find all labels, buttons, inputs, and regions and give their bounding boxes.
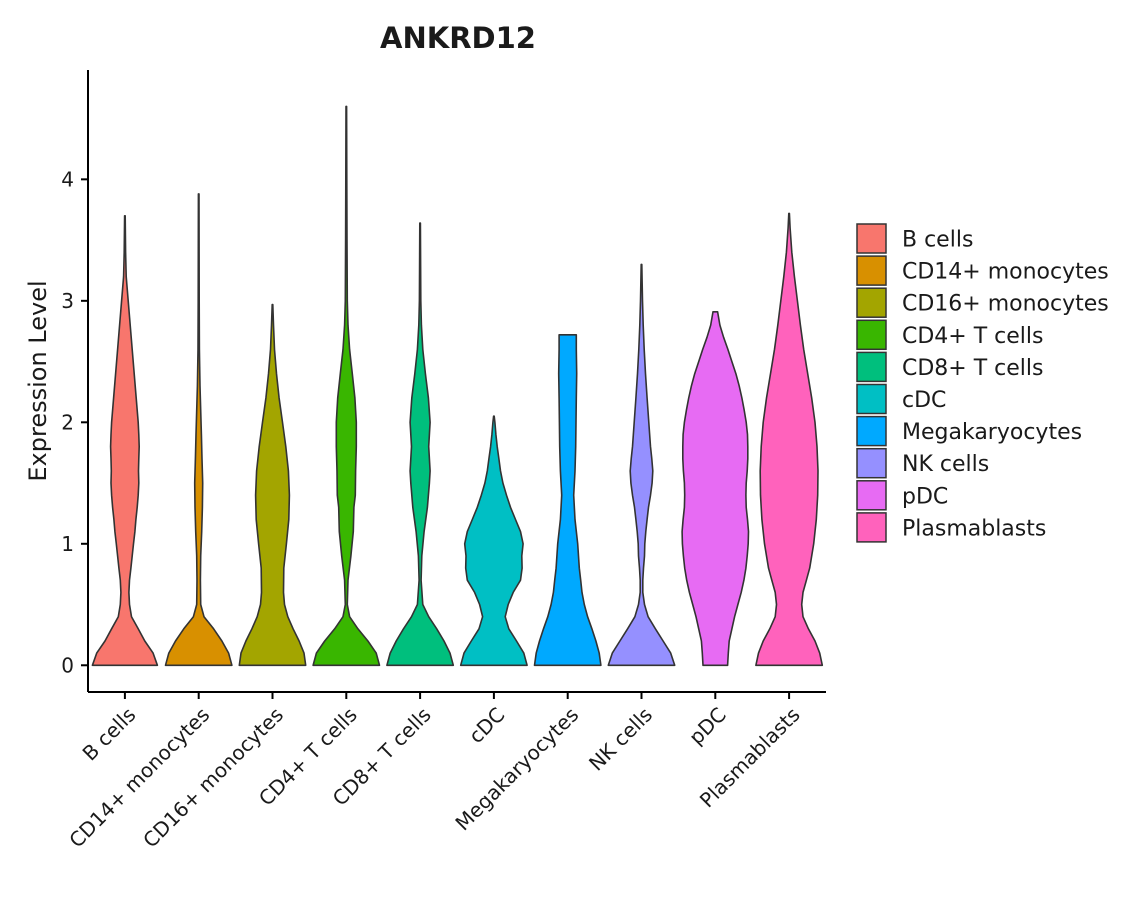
violin-cd8plus-t-cells xyxy=(386,222,455,667)
legend-label-pdc: pDC xyxy=(902,484,948,509)
x-tick-label-pdc: pDC xyxy=(684,703,731,750)
x-tick-label-cdc: cDC xyxy=(464,703,510,749)
y-tick-label: 3 xyxy=(61,289,74,313)
violin-b-cells xyxy=(91,215,159,667)
violin-cdc xyxy=(459,415,528,667)
y-tick-label: 2 xyxy=(61,410,74,434)
legend-label-plasmablasts: Plasmablasts xyxy=(902,516,1046,541)
x-tick-label-cd16plus-monocytes: CD16+ monocytes xyxy=(138,703,288,853)
violin-pdc xyxy=(681,311,750,667)
legend-label-nk-cells: NK cells xyxy=(902,452,989,477)
violin-nk-cells xyxy=(607,263,676,667)
violin-megakaryocytes xyxy=(533,334,602,667)
legend-label-cd8plus-t-cells: CD8+ T cells xyxy=(902,356,1043,381)
legend-label-cdc: cDC xyxy=(902,388,946,413)
legend-swatch-megakaryocytes xyxy=(856,415,887,447)
legend-label-cd14plus-monocytes: CD14+ monocytes xyxy=(902,260,1109,285)
legend-swatch-nk-cells xyxy=(856,447,887,479)
y-tick-label: 4 xyxy=(61,167,74,191)
y-axis-title: Expression Level xyxy=(24,280,52,481)
x-tick-label-b-cells: B cells xyxy=(78,703,141,766)
legend-swatch-cd8plus-t-cells xyxy=(856,351,887,383)
violin-cd4plus-t-cells xyxy=(312,105,381,667)
legend: B cells CD14+ monocytes CD16+ monocytes CD4… xyxy=(856,223,1109,543)
legend-swatch-plasmablasts xyxy=(856,512,887,543)
x-tick-label-megakaryocytes: Megakaryocytes xyxy=(451,703,584,836)
violin-group xyxy=(91,105,824,667)
y-tick-label: 1 xyxy=(61,532,74,556)
legend-swatch-b-cells xyxy=(856,223,887,254)
legend-label-cd4plus-t-cells: CD4+ T cells xyxy=(902,324,1043,349)
violin-plasmablasts xyxy=(755,212,824,667)
y-tick-label: 0 xyxy=(61,653,74,677)
x-tick-label-cd14plus-monocytes: CD14+ monocytes xyxy=(64,703,214,853)
legend-label-megakaryocytes: Megakaryocytes xyxy=(902,420,1082,445)
legend-swatch-cd14plus-monocytes xyxy=(856,255,887,286)
legend-swatch-pdc xyxy=(856,480,887,511)
violin-cd16plus-monocytes xyxy=(238,303,307,667)
legend-label-b-cells: B cells xyxy=(902,228,973,253)
chart-title: ANKRD12 xyxy=(380,21,536,55)
violin-cd14plus-monocytes xyxy=(164,193,233,667)
legend-swatch-cd4plus-t-cells xyxy=(856,319,887,351)
legend-swatch-cdc xyxy=(856,383,887,415)
legend-swatch-cd16plus-monocytes xyxy=(856,287,887,318)
y-ticks: 0 1 2 3 4 xyxy=(61,167,88,677)
legend-label-cd16plus-monocytes: CD16+ monocytes xyxy=(902,292,1109,317)
x-tick-label-nk-cells: NK cells xyxy=(584,703,657,776)
